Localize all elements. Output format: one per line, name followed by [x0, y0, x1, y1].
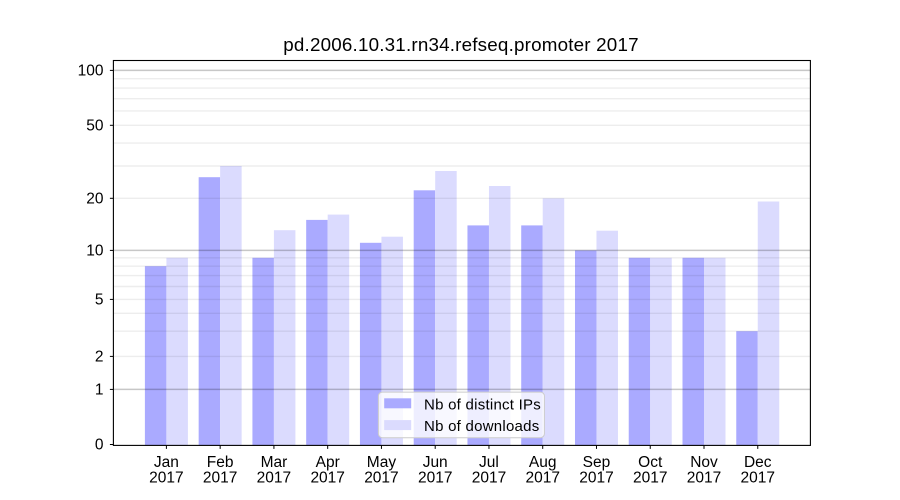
svg-text:2017: 2017	[418, 470, 452, 487]
svg-text:2017: 2017	[364, 470, 398, 487]
svg-text:2: 2	[95, 348, 104, 365]
svg-text:2017: 2017	[633, 470, 667, 487]
svg-text:100: 100	[78, 62, 104, 79]
svg-text:2017: 2017	[741, 470, 775, 487]
svg-text:Sep: Sep	[583, 454, 611, 471]
svg-text:2017: 2017	[203, 470, 237, 487]
svg-text:Jan: Jan	[154, 454, 179, 471]
svg-text:5: 5	[95, 291, 104, 308]
svg-text:50: 50	[86, 117, 104, 134]
svg-text:1: 1	[95, 381, 104, 398]
svg-text:2017: 2017	[310, 470, 344, 487]
svg-text:10: 10	[86, 242, 104, 259]
svg-text:0: 0	[95, 437, 104, 454]
svg-text:May: May	[367, 454, 397, 471]
svg-text:Oct: Oct	[638, 454, 663, 471]
svg-text:2017: 2017	[687, 470, 721, 487]
svg-text:Aug: Aug	[529, 454, 557, 471]
svg-text:Nov: Nov	[690, 454, 718, 471]
svg-text:Feb: Feb	[207, 454, 234, 471]
svg-text:2017: 2017	[149, 470, 183, 487]
svg-text:2017: 2017	[472, 470, 506, 487]
svg-text:Apr: Apr	[316, 454, 340, 471]
svg-text:2017: 2017	[525, 470, 559, 487]
svg-text:pd.2006.10.31.rn34.refseq.prom: pd.2006.10.31.rn34.refseq.promoter 2017	[283, 34, 639, 55]
svg-text:Jun: Jun	[423, 454, 448, 471]
svg-text:Nb of downloads: Nb of downloads	[424, 418, 540, 435]
svg-text:20: 20	[86, 190, 104, 207]
svg-text:Mar: Mar	[261, 454, 288, 471]
svg-text:2017: 2017	[579, 470, 613, 487]
svg-text:Jul: Jul	[479, 454, 499, 471]
svg-text:2017: 2017	[257, 470, 291, 487]
svg-text:Nb of distinct IPs: Nb of distinct IPs	[424, 396, 541, 413]
svg-text:Dec: Dec	[744, 454, 772, 471]
